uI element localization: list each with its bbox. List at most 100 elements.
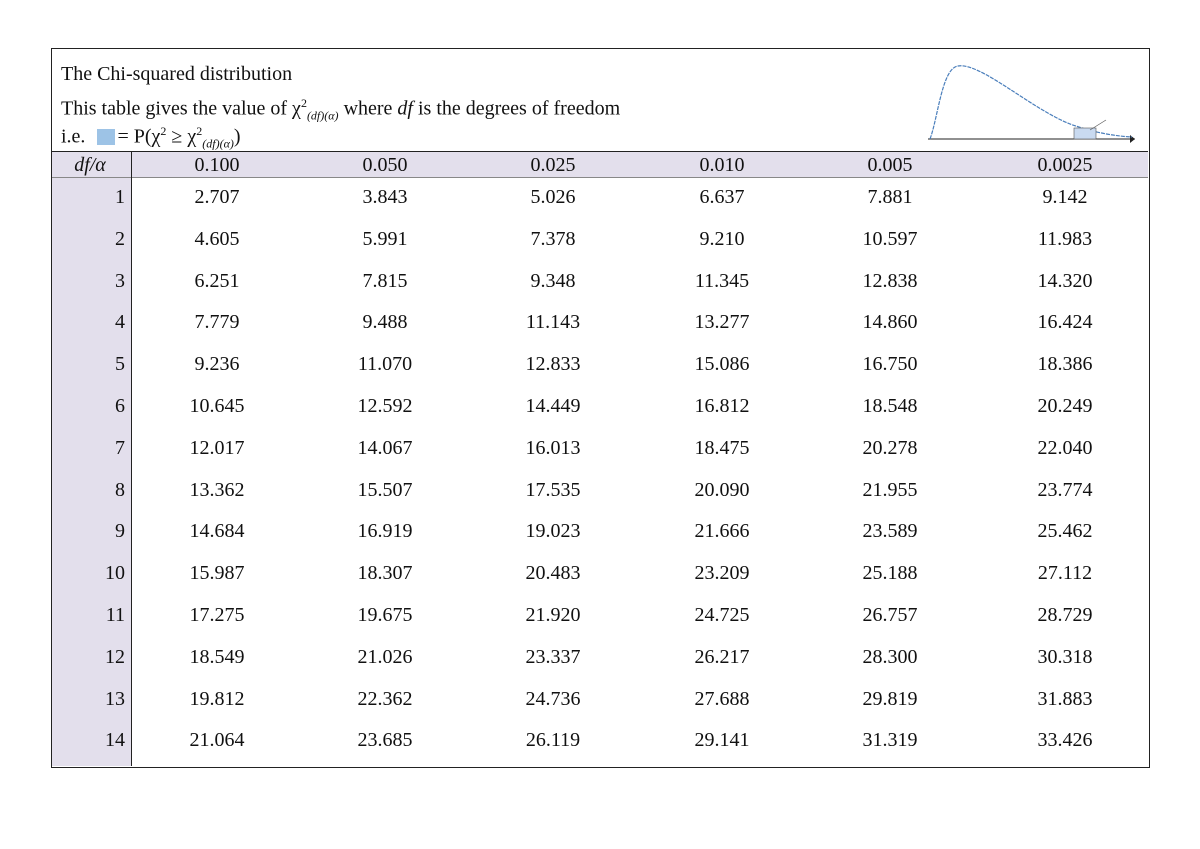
row-label: 1 <box>115 186 125 208</box>
cell: 18.549 <box>189 645 245 668</box>
arrow <box>1130 135 1135 143</box>
cell: 2.707 <box>194 186 240 208</box>
cell: 23.685 <box>357 729 413 752</box>
text: 2 <box>160 124 167 138</box>
text: ≥ χ <box>166 125 197 148</box>
cell: 7.881 <box>867 186 913 208</box>
cell: 16.750 <box>862 353 918 376</box>
cell: 11.345 <box>694 269 750 292</box>
cell: 21.064 <box>189 729 245 752</box>
text: 2 <box>300 96 307 110</box>
cell: 15.507 <box>357 478 413 501</box>
cell: 9.348 <box>530 269 576 292</box>
column-header: 0.050 <box>362 154 408 176</box>
cell: 18.386 <box>1037 353 1093 376</box>
text: df <box>397 97 413 120</box>
cell: 5.991 <box>362 227 408 250</box>
text: is the degrees of freedom <box>412 97 621 120</box>
pointer <box>1089 119 1107 131</box>
cell: 23.774 <box>1037 478 1093 501</box>
legend-box <box>97 128 116 145</box>
cell: 11.983 <box>1037 227 1093 250</box>
cell: 21.026 <box>357 645 413 668</box>
cell: 12.592 <box>357 395 413 417</box>
cell: 19.812 <box>189 687 245 710</box>
row-label: 9 <box>115 520 125 543</box>
cell: 21.666 <box>694 520 750 543</box>
df-column-bg <box>52 152 131 766</box>
cell: 5.026 <box>530 186 576 208</box>
table-frame <box>51 48 1150 768</box>
cell: 13.362 <box>189 478 245 501</box>
column-header: 0.025 <box>530 154 576 176</box>
cell: 18.475 <box>694 436 750 459</box>
column-header: 0.010 <box>699 154 745 176</box>
cell: 31.319 <box>862 729 918 752</box>
text: χ <box>292 97 301 120</box>
cell: 16.013 <box>525 436 581 459</box>
cell: 9.236 <box>194 353 240 376</box>
cell: 26.119 <box>525 729 581 752</box>
title: The Chi-squared distribution <box>61 63 293 85</box>
row-label: 4 <box>115 311 125 334</box>
cell: 9.488 <box>362 311 408 334</box>
cell: 6.637 <box>699 186 745 208</box>
column-header: 0.005 <box>867 154 913 176</box>
row-label: 3 <box>115 269 125 292</box>
column-header: df/α <box>74 154 106 176</box>
cell: 24.736 <box>525 687 581 710</box>
text: where <box>338 97 398 120</box>
cell: 18.548 <box>862 395 918 417</box>
column-header: 0.100 <box>194 154 240 176</box>
header-rule <box>52 177 1148 178</box>
row-label: 2 <box>115 227 125 250</box>
cell: 23.209 <box>694 562 750 585</box>
cell: 33.426 <box>1037 729 1093 752</box>
cell: 19.675 <box>357 604 413 626</box>
cell: 11.143 <box>525 311 581 334</box>
cell: 20.249 <box>1037 395 1093 417</box>
row-label: 13 <box>105 687 125 710</box>
cell: 14.684 <box>189 520 245 543</box>
row-label: 12 <box>105 645 125 668</box>
cell: 9.142 <box>1042 186 1088 208</box>
cell: 20.483 <box>525 562 581 585</box>
text: = P(χ <box>117 125 161 148</box>
cell: 25.462 <box>1037 520 1093 543</box>
cell: 14.067 <box>357 436 413 459</box>
cell: 15.987 <box>189 562 245 585</box>
cell: 21.920 <box>525 604 581 626</box>
header-row-bg <box>52 152 1148 177</box>
cell: 26.757 <box>862 604 918 626</box>
cell: 12.833 <box>525 353 581 376</box>
cell: 10.597 <box>862 227 918 250</box>
cell: 14.860 <box>862 311 918 334</box>
cell: 14.320 <box>1037 269 1093 292</box>
column-rule <box>131 151 132 766</box>
cell: 20.278 <box>862 436 918 459</box>
row-label: 14 <box>105 729 125 752</box>
cell: 13.277 <box>694 311 750 334</box>
text: ) <box>233 125 241 148</box>
row-label: 8 <box>115 478 125 501</box>
cell: 16.919 <box>357 520 413 543</box>
cell: 16.424 <box>1037 311 1093 334</box>
description: This table gives the value of χ2(df)(α) … <box>61 91 620 128</box>
cell: 14.449 <box>525 395 581 417</box>
cell: 19.023 <box>525 520 581 543</box>
cell: 3.843 <box>362 186 408 208</box>
cell: 23.589 <box>862 520 918 543</box>
cell: 15.086 <box>694 353 750 376</box>
row-label: 5 <box>115 353 125 376</box>
cell: 7.815 <box>362 269 408 292</box>
text: (df)(α) <box>202 136 234 151</box>
cell: 17.535 <box>525 478 581 501</box>
formula: i.e. = P(χ2 ≥ χ2(df)(α)) <box>61 119 241 156</box>
cell: 22.040 <box>1037 436 1093 459</box>
cell: 7.779 <box>194 311 240 334</box>
column-header: 0.0025 <box>1037 154 1093 176</box>
text: 2 <box>196 124 203 138</box>
cell: 22.362 <box>357 687 413 710</box>
text: i.e. <box>61 125 86 148</box>
